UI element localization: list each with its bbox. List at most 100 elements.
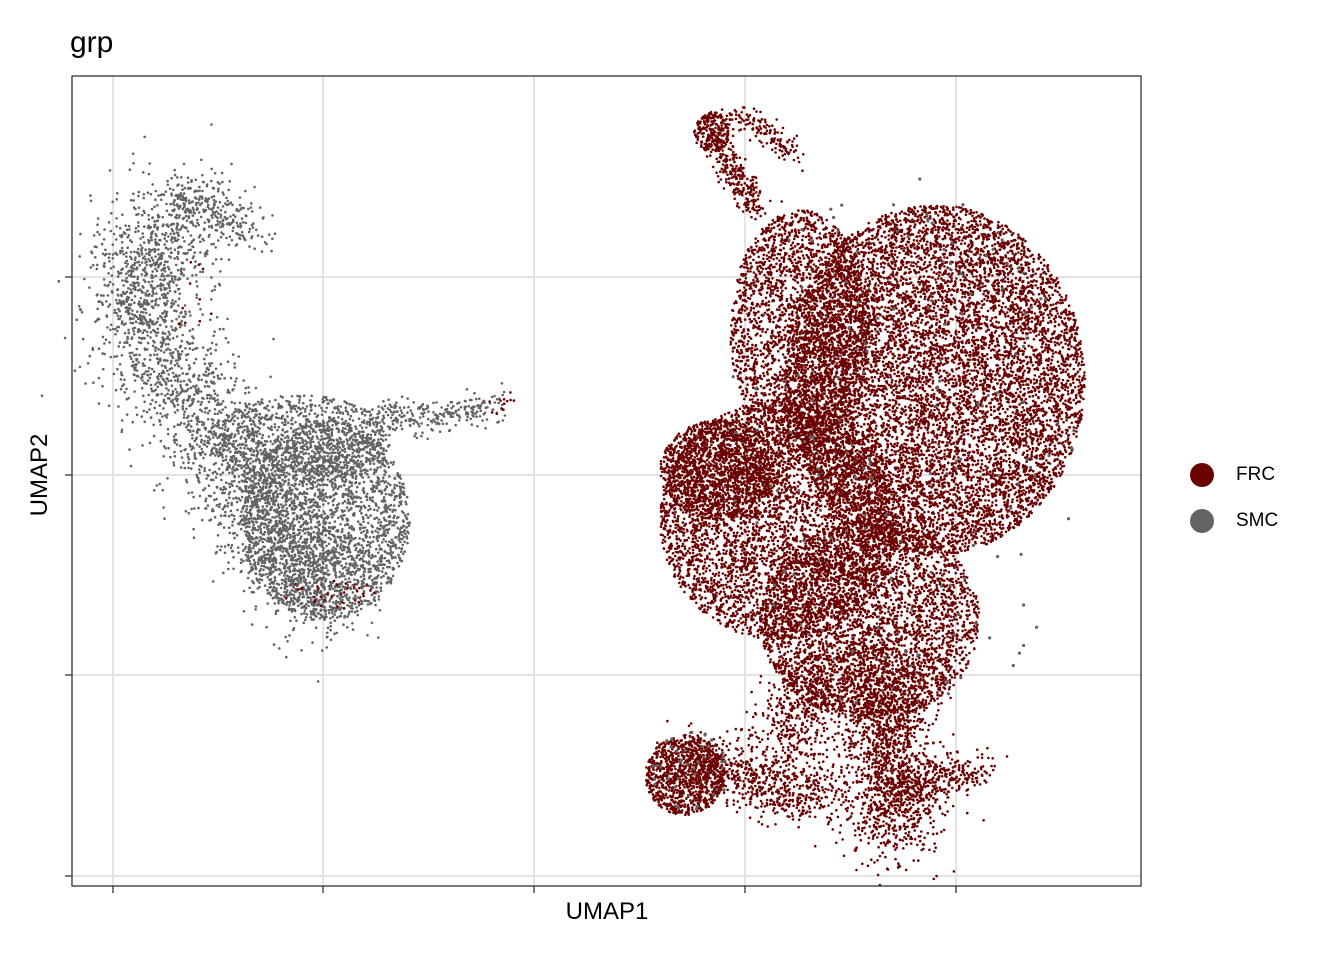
smc-point: [171, 320, 174, 323]
smc-point: [233, 411, 236, 414]
smc-point: [177, 359, 180, 362]
smc-point: [217, 239, 220, 242]
smc-point: [101, 243, 104, 246]
smc-point: [125, 252, 128, 255]
smc-point: [257, 559, 260, 562]
smc-point: [327, 569, 330, 572]
smc-point: [174, 276, 177, 279]
smc-point: [220, 523, 223, 526]
smc-point: [141, 415, 144, 418]
smc-point: [280, 558, 283, 561]
smc-point: [182, 236, 185, 239]
smc-point: [121, 385, 124, 388]
smc-point: [297, 577, 300, 580]
smc-point: [203, 440, 206, 443]
smc-point: [220, 216, 223, 219]
smc-point: [181, 456, 184, 459]
smc-point: [214, 454, 217, 457]
smc-point: [180, 270, 183, 273]
smc-point: [307, 533, 310, 536]
smc-point: [125, 255, 128, 258]
smc-point: [188, 310, 191, 313]
smc-point: [245, 215, 248, 218]
smc-point: [222, 489, 225, 492]
smc-point: [244, 502, 247, 505]
smc-point: [136, 348, 139, 351]
smc-point: [219, 442, 222, 445]
smc-point: [169, 290, 172, 293]
smc-point: [185, 373, 188, 376]
smc-point: [146, 290, 149, 293]
smc-point: [104, 249, 107, 252]
smc-point: [152, 424, 155, 427]
smc-point: [137, 221, 140, 224]
smc-point: [137, 230, 140, 233]
smc-point: [143, 268, 146, 271]
smc-point: [292, 512, 295, 515]
smc-point: [243, 590, 246, 593]
smc-point: [341, 581, 344, 584]
smc-point: [226, 318, 229, 321]
smc-point: [217, 188, 220, 191]
smc-point: [177, 304, 180, 307]
smc-point: [143, 322, 146, 325]
smc-point: [220, 403, 223, 406]
smc-point: [374, 604, 377, 607]
smc-point: [375, 581, 378, 584]
smc-point: [198, 186, 201, 189]
smc-point: [187, 230, 190, 233]
smc-point: [282, 563, 285, 566]
smc-point: [226, 204, 229, 207]
smc-point: [154, 349, 157, 352]
smc-point: [246, 551, 249, 554]
smc-point: [223, 506, 226, 509]
smc-point: [180, 450, 183, 453]
smc-point: [300, 535, 303, 538]
smc-point: [164, 234, 167, 237]
smc-point: [245, 222, 248, 225]
smc-point: [108, 256, 111, 259]
smc-point: [217, 181, 220, 184]
smc-point: [194, 386, 197, 389]
smc-point: [177, 378, 180, 381]
smc-point: [96, 223, 99, 226]
smc-point: [160, 440, 163, 443]
smc-point: [331, 512, 334, 515]
smc-point: [150, 256, 153, 259]
smc-point: [168, 213, 171, 216]
smc-point: [162, 312, 165, 315]
smc-point: [347, 556, 350, 559]
smc-point: [288, 554, 291, 557]
smc-point: [208, 410, 211, 413]
smc-point: [305, 550, 308, 553]
smc-point: [103, 353, 106, 356]
smc-point: [386, 560, 389, 563]
smc-point: [169, 247, 172, 250]
smc-point: [158, 264, 161, 267]
smc-point: [352, 591, 355, 594]
smc-point: [227, 561, 230, 564]
smc-point: [199, 308, 202, 311]
smc-point: [311, 572, 314, 575]
smc-point: [112, 243, 115, 246]
smc-point: [290, 581, 293, 584]
smc-point: [251, 506, 254, 509]
smc-point: [207, 418, 210, 421]
smc-point: [296, 579, 299, 582]
smc-point: [120, 268, 123, 271]
smc-point: [325, 556, 328, 559]
smc-point: [212, 335, 215, 338]
smc-point: [237, 546, 240, 549]
smc-point: [213, 204, 216, 207]
smc-point: [177, 252, 180, 255]
smc-point: [407, 513, 410, 516]
smc-point: [240, 528, 243, 531]
smc-point: [195, 179, 198, 182]
smc-point: [181, 350, 184, 353]
smc-point: [204, 221, 207, 224]
smc-point: [184, 467, 187, 470]
smc-point: [380, 521, 383, 524]
smc-point: [132, 282, 135, 285]
smc-point: [121, 419, 124, 422]
smc-point: [254, 608, 257, 611]
